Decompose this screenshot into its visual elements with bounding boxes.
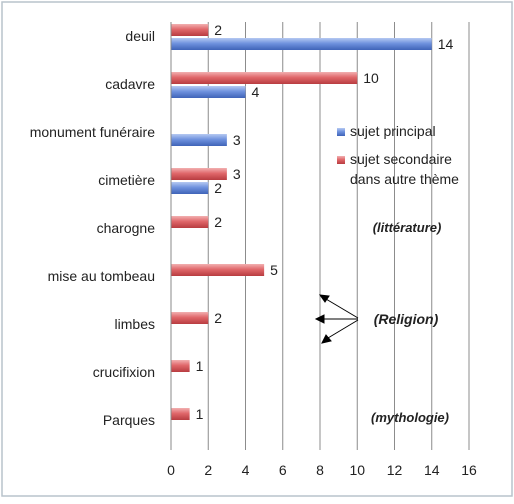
bar-value-sujet-principal-cadavre: 4 bbox=[252, 84, 260, 100]
bar-sujet-secondaire-dans-autre-theme-deuil bbox=[171, 24, 209, 36]
legend-label-dans-autre-theme: dans autre thème bbox=[350, 171, 459, 187]
bar-sujet-principal-cimetiere bbox=[171, 182, 209, 194]
arrow-down-line bbox=[327, 319, 359, 339]
arrow-up-line bbox=[325, 298, 359, 319]
arrow-mid-head bbox=[314, 314, 325, 324]
category-labels: deuil cadavre monument funéraire cimetière c… bbox=[30, 28, 156, 428]
bar-value-sujet-secondaire-dans-autre-theme-crucifixion: 1 bbox=[196, 358, 204, 374]
category-label-limbes: limbes bbox=[115, 316, 155, 332]
bar-sujet-principal-monument-funeraire bbox=[171, 134, 227, 146]
x-tick-label-8: 8 bbox=[316, 462, 324, 478]
bar-value-sujet-secondaire-dans-autre-theme-cadavre: 10 bbox=[363, 70, 379, 86]
x-tick-label-0: 0 bbox=[167, 462, 175, 478]
arrow-up-head bbox=[318, 294, 330, 303]
annotation-litterature: (littérature) bbox=[373, 220, 442, 235]
legend-label-sujet-secondaire: sujet secondaire bbox=[350, 151, 452, 167]
category-label-charogne: charogne bbox=[97, 220, 156, 236]
legend-swatch-sujet-principal bbox=[337, 128, 345, 136]
x-tick-label-6: 6 bbox=[279, 462, 287, 478]
bar-sujet-principal-cadavre bbox=[171, 86, 246, 98]
bar-sujet-secondaire-dans-autre-theme-parques bbox=[171, 408, 190, 420]
bar-sujet-secondaire-dans-autre-theme-crucifixion bbox=[171, 360, 190, 372]
bar-value-sujet-principal-monument-funeraire: 3 bbox=[233, 132, 241, 148]
arrow-down-head bbox=[321, 334, 332, 344]
x-axis-tick-labels: 0 2 4 6 8 10 12 14 16 bbox=[167, 462, 477, 478]
category-label-cadavre: cadavre bbox=[105, 76, 155, 92]
legend-label-sujet-principal: sujet principal bbox=[350, 123, 436, 139]
bar-sujet-secondaire-dans-autre-theme-limbes bbox=[171, 312, 209, 324]
bar-value-sujet-secondaire-dans-autre-theme-parques: 1 bbox=[196, 406, 204, 422]
bar-sujet-secondaire-dans-autre-theme-cimetiere bbox=[171, 168, 227, 180]
category-label-deuil: deuil bbox=[125, 28, 155, 44]
bar-sujet-secondaire-dans-autre-theme-cadavre bbox=[171, 72, 358, 84]
bars bbox=[171, 24, 432, 420]
category-label-cimetiere: cimetière bbox=[98, 172, 155, 188]
x-tick-label-16: 16 bbox=[461, 462, 477, 478]
bar-sujet-secondaire-dans-autre-theme-charogne bbox=[171, 216, 209, 228]
x-tick-label-12: 12 bbox=[387, 462, 403, 478]
category-label-monument-funeraire: monument funéraire bbox=[30, 124, 156, 140]
x-tick-label-4: 4 bbox=[242, 462, 250, 478]
bar-value-sujet-secondaire-dans-autre-theme-mise-au-tombeau: 5 bbox=[270, 262, 278, 278]
legend-swatch-sujet-secondaire bbox=[337, 156, 345, 164]
bar-value-sujet-principal-cimetiere: 2 bbox=[214, 180, 222, 196]
bar-value-sujet-secondaire-dans-autre-theme-cimetiere: 3 bbox=[233, 166, 241, 182]
bar-sujet-secondaire-dans-autre-theme-mise-au-tombeau bbox=[171, 264, 265, 276]
x-tick-label-14: 14 bbox=[424, 462, 440, 478]
x-tick-label-10: 10 bbox=[349, 462, 365, 478]
category-label-parques: Parques bbox=[103, 412, 155, 428]
bar-value-sujet-principal-deuil: 14 bbox=[438, 36, 454, 52]
x-tick-label-2: 2 bbox=[204, 462, 212, 478]
annotation-arrows bbox=[314, 294, 359, 344]
legend: sujet principal sujet secondaire dans au… bbox=[337, 123, 459, 187]
bar-value-sujet-secondaire-dans-autre-theme-limbes: 2 bbox=[214, 310, 222, 326]
annotation-mythologie: (mythologie) bbox=[371, 410, 449, 425]
category-label-crucifixion: crucifixion bbox=[93, 364, 155, 380]
bar-value-sujet-secondaire-dans-autre-theme-charogne: 2 bbox=[214, 214, 222, 230]
category-label-mise-au-tombeau: mise au tombeau bbox=[48, 268, 155, 284]
bar-sujet-principal-deuil bbox=[171, 38, 432, 50]
annotation-religion: (Religion) bbox=[374, 311, 439, 327]
bar-value-sujet-secondaire-dans-autre-theme-deuil: 2 bbox=[214, 22, 222, 38]
